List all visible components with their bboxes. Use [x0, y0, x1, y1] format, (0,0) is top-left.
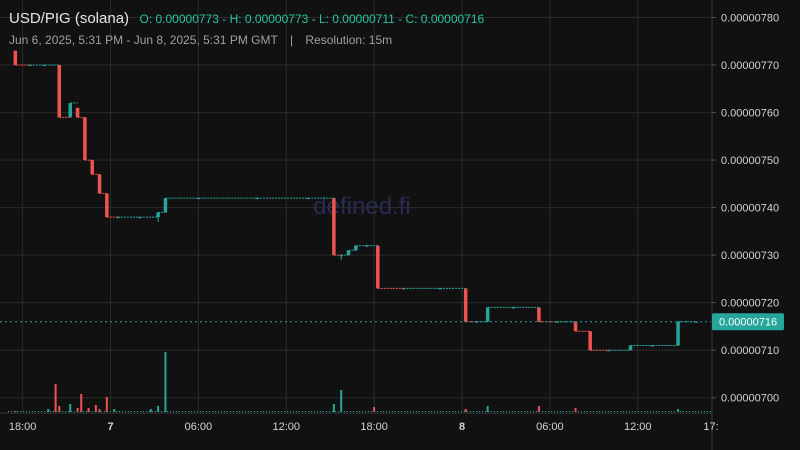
- candle-body: [354, 245, 358, 251]
- chart-subtitle: Jun 6, 2025, 5:31 PM - Jun 8, 2025, 5:31…: [9, 33, 392, 47]
- x-tick-label: 8: [459, 421, 465, 433]
- candle-body: [90, 160, 94, 175]
- last-price-label: 0.00000716: [712, 313, 784, 331]
- volume-bar: [80, 394, 83, 412]
- volume-bar: [76, 408, 79, 412]
- candle-body: [485, 307, 490, 322]
- y-tick-label: 0.00000780: [721, 13, 779, 25]
- volume-bar: [677, 409, 680, 412]
- volume-bar: [340, 390, 343, 412]
- y-tick-label: 0.00000770: [721, 60, 779, 72]
- volume-bar: [54, 384, 57, 412]
- candle-body: [156, 212, 160, 218]
- candle-body: [163, 198, 168, 213]
- volume-bar: [373, 407, 376, 412]
- volume-bar: [105, 397, 108, 412]
- x-tick-label: 06:00: [185, 421, 213, 433]
- candle-body: [463, 288, 468, 322]
- candle-body: [75, 107, 80, 118]
- candle-body: [97, 174, 102, 194]
- x-tick-label: 17:: [703, 421, 718, 433]
- volume-bar: [94, 405, 97, 412]
- legend-header: USD/PIG (solana) O: 0.00000773 - H: 0.00…: [9, 10, 484, 28]
- volume-bar: [537, 406, 540, 412]
- time-axis[interactable]: 18:00 7 06:00 12:00 18:00 8 06:00 12:00 17:: [0, 412, 719, 433]
- candle-body: [105, 193, 109, 218]
- candle-body: [573, 321, 578, 332]
- symbol-title: USD/PIG (solana): [9, 10, 130, 27]
- volume-bar: [164, 352, 167, 412]
- subtitle-separator: |: [289, 33, 294, 47]
- x-tick-label: 7: [107, 421, 113, 433]
- volume-bar: [149, 409, 152, 412]
- last-price-label-text: 0.00000716: [719, 317, 777, 329]
- last-price-label-bg: [712, 313, 784, 331]
- ohlc-values: O: 0.00000773 - H: 0.00000773 - L: 0.000…: [139, 12, 485, 26]
- date-range: Jun 6, 2025, 5:31 PM - Jun 8, 2025, 5:31…: [9, 33, 278, 47]
- y-tick-label: 0.00000700: [721, 393, 779, 405]
- y-tick-label: 0.00000710: [721, 345, 779, 357]
- grid: [0, 0, 711, 412]
- candle-body: [588, 331, 592, 351]
- x-tick-label: 12:00: [624, 421, 652, 433]
- y-tick-label: 0.00000750: [721, 155, 779, 167]
- y-tick-label: 0.00000740: [721, 203, 779, 215]
- x-tick-label: 12:00: [273, 421, 301, 433]
- watermark: defined.fi: [313, 193, 410, 220]
- candle-body: [68, 103, 72, 118]
- volume-bar: [574, 408, 577, 412]
- candle-body: [628, 345, 633, 351]
- volume-bar: [58, 406, 61, 412]
- candle-body: [13, 50, 18, 66]
- candle-body: [332, 198, 336, 256]
- volume-bar: [98, 409, 101, 412]
- y-tick-label: 0.00000730: [721, 250, 779, 262]
- y-tick-label: 0.00000760: [721, 108, 779, 120]
- volume-bar: [87, 408, 90, 412]
- volume-bars: [8, 352, 711, 412]
- candle-body: [57, 65, 62, 118]
- x-tick-label: 06:00: [536, 421, 564, 433]
- candle-body: [676, 321, 680, 346]
- volume-bar: [113, 409, 116, 412]
- candle-body: [346, 250, 351, 256]
- volume-bar: [14, 411, 17, 412]
- volume-bar: [69, 404, 72, 412]
- volume-bar: [486, 406, 489, 412]
- volume-bar: [464, 409, 467, 412]
- resolution-label: Resolution: 15m: [305, 33, 393, 47]
- y-tick-label: 0.00000720: [721, 298, 779, 310]
- candle-body: [83, 117, 87, 161]
- x-tick-label: 18:00: [9, 421, 37, 433]
- price-axis[interactable]: 0.00000700 0.00000710 0.00000720 0.00000730…: [711, 0, 779, 450]
- volume-bar: [47, 409, 50, 412]
- volume-bar: [157, 406, 160, 412]
- candle-body: [376, 245, 380, 289]
- x-tick-label: 18:00: [360, 421, 388, 433]
- candle-body: [537, 307, 541, 322]
- candle-body: [339, 255, 343, 257]
- volume-bar: [332, 404, 335, 412]
